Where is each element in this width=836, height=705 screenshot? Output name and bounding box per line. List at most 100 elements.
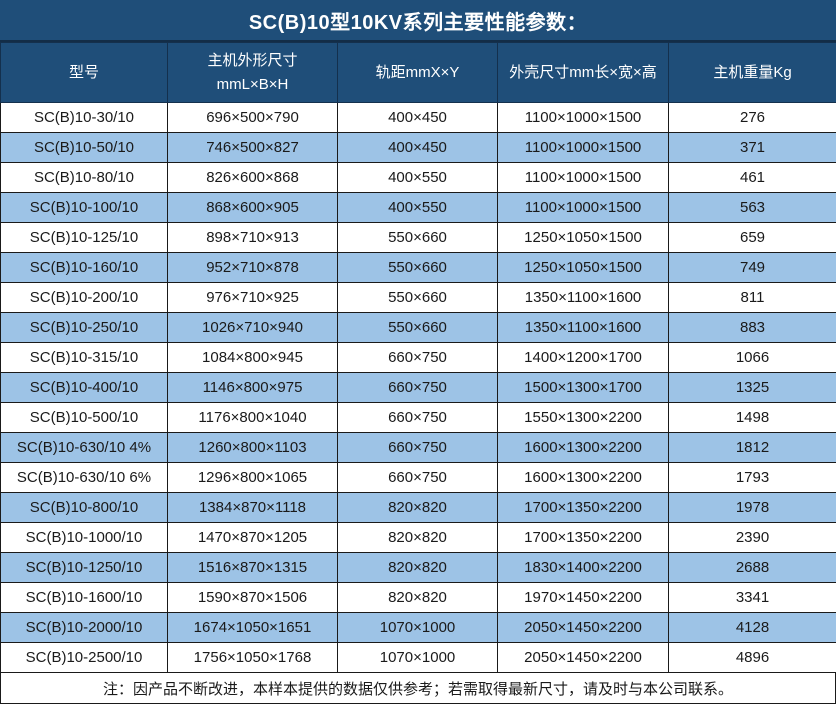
- table-cell: 1470×870×1205: [167, 522, 338, 553]
- table-row: SC(B)10-1250/10 1516×870×1315 820×820 1830×…: [0, 552, 836, 583]
- table-cell: 868×600×905: [167, 192, 338, 223]
- table-row: SC(B)10-630/10 6% 1296×800×1065 660×750 160…: [0, 462, 836, 493]
- table-cell: 550×660: [337, 222, 498, 253]
- table-cell: 1978: [668, 492, 836, 523]
- table-cell: SC(B)10-500/10: [0, 402, 168, 433]
- table-cell: 659: [668, 222, 836, 253]
- table-row: SC(B)10-2000/10 1674×1050×1651 1070×1000 20…: [0, 612, 836, 643]
- table-cell: 820×820: [337, 522, 498, 553]
- table-row: SC(B)10-1600/10 1590×870×1506 820×820 1970×…: [0, 582, 836, 613]
- table-cell: 400×550: [337, 192, 498, 223]
- table-cell: 2050×1450×2200: [497, 642, 669, 673]
- table-cell: 1812: [668, 432, 836, 463]
- table-cell: 1756×1050×1768: [167, 642, 338, 673]
- table-cell: 1674×1050×1651: [167, 612, 338, 643]
- table-cell: SC(B)10-160/10: [0, 252, 168, 283]
- table-cell: 1384×870×1118: [167, 492, 338, 523]
- table-cell: 550×660: [337, 312, 498, 343]
- table-cell: SC(B)10-1000/10: [0, 522, 168, 553]
- table-cell: 1970×1450×2200: [497, 582, 669, 613]
- table-cell: 660×750: [337, 402, 498, 433]
- table-cell: 1350×1100×1600: [497, 312, 669, 343]
- table-cell: 461: [668, 162, 836, 193]
- table-cell: 1550×1300×2200: [497, 402, 669, 433]
- table-cell: 4128: [668, 612, 836, 643]
- column-header: 轨距mmX×Y: [337, 42, 498, 103]
- table-cell: 696×500×790: [167, 102, 338, 133]
- table-cell: 550×660: [337, 252, 498, 283]
- table-cell: SC(B)10-125/10: [0, 222, 168, 253]
- table-cell: SC(B)10-315/10: [0, 342, 168, 373]
- page-title: SC(B)10型10KV系列主要性能参数：: [0, 0, 836, 42]
- table-row: SC(B)10-125/10 898×710×913 550×660 1250×105…: [0, 222, 836, 253]
- table-cell: SC(B)10-100/10: [0, 192, 168, 223]
- table-row: SC(B)10-630/10 4% 1260×800×1103 660×750 160…: [0, 432, 836, 463]
- table-cell: 400×450: [337, 102, 498, 133]
- table-cell: SC(B)10-800/10: [0, 492, 168, 523]
- table-row: SC(B)10-2500/10 1756×1050×1768 1070×1000 20…: [0, 642, 836, 673]
- table-cell: 2050×1450×2200: [497, 612, 669, 643]
- table-cell: 660×750: [337, 432, 498, 463]
- column-header: 主机外形尺寸 mmL×B×H: [167, 42, 338, 103]
- footnote: 注：因产品不断改进，本样本提供的数据仅供参考；若需取得最新尺寸，请及时与本公司联…: [0, 673, 836, 704]
- table-cell: SC(B)10-2000/10: [0, 612, 168, 643]
- table-cell: 1350×1100×1600: [497, 282, 669, 313]
- table-cell: 1590×870×1506: [167, 582, 338, 613]
- table-cell: SC(B)10-400/10: [0, 372, 168, 403]
- table-cell: SC(B)10-1250/10: [0, 552, 168, 583]
- table-cell: 1325: [668, 372, 836, 403]
- table-cell: 1146×800×975: [167, 372, 338, 403]
- table-cell: 563: [668, 192, 836, 223]
- spec-table: 型号 主机外形尺寸 mmL×B×H 轨距mmX×Y 外壳尺寸mm长×宽×高 主机重量Kg…: [0, 42, 836, 673]
- table-cell: 1793: [668, 462, 836, 493]
- table-cell: SC(B)10-630/10 4%: [0, 432, 168, 463]
- table-body: SC(B)10-30/10 696×500×790 400×450 1100×1000…: [0, 102, 836, 673]
- table-cell: 820×820: [337, 552, 498, 583]
- table-cell: 550×660: [337, 282, 498, 313]
- table-cell: 371: [668, 132, 836, 163]
- table-cell: 1500×1300×1700: [497, 372, 669, 403]
- table-cell: 883: [668, 312, 836, 343]
- table-cell: 1026×710×940: [167, 312, 338, 343]
- table-cell: 2688: [668, 552, 836, 583]
- table-header: 型号 主机外形尺寸 mmL×B×H 轨距mmX×Y 外壳尺寸mm长×宽×高 主机重量Kg: [0, 42, 836, 103]
- table-cell: 1600×1300×2200: [497, 432, 669, 463]
- table-cell: SC(B)10-2500/10: [0, 642, 168, 673]
- table-row: SC(B)10-400/10 1146×800×975 660×750 1500×13…: [0, 372, 836, 403]
- table-cell: 1600×1300×2200: [497, 462, 669, 493]
- table-cell: SC(B)10-200/10: [0, 282, 168, 313]
- table-cell: 1100×1000×1500: [497, 162, 669, 193]
- table-cell: 746×500×827: [167, 132, 338, 163]
- table-row: SC(B)10-50/10 746×500×827 400×450 1100×1000…: [0, 132, 836, 163]
- table-cell: 660×750: [337, 462, 498, 493]
- table-row: SC(B)10-1000/10 1470×870×1205 820×820 1700×…: [0, 522, 836, 553]
- table-cell: 1070×1000: [337, 642, 498, 673]
- table-row: SC(B)10-800/10 1384×870×1118 820×820 1700×1…: [0, 492, 836, 523]
- table-cell: 820×820: [337, 582, 498, 613]
- table-row: SC(B)10-30/10 696×500×790 400×450 1100×1000…: [0, 102, 836, 133]
- table-cell: SC(B)10-250/10: [0, 312, 168, 343]
- table-cell: SC(B)10-80/10: [0, 162, 168, 193]
- column-header: 外壳尺寸mm长×宽×高: [497, 42, 669, 103]
- table-cell: 1250×1050×1500: [497, 252, 669, 283]
- table-row: SC(B)10-100/10 868×600×905 400×550 1100×100…: [0, 192, 836, 223]
- table-cell: 1700×1350×2200: [497, 492, 669, 523]
- table-cell: 1070×1000: [337, 612, 498, 643]
- table-cell: 1100×1000×1500: [497, 102, 669, 133]
- table-cell: 952×710×878: [167, 252, 338, 283]
- table-row: SC(B)10-200/10 976×710×925 550×660 1350×110…: [0, 282, 836, 313]
- table-cell: 1296×800×1065: [167, 462, 338, 493]
- table-cell: 1260×800×1103: [167, 432, 338, 463]
- column-header: 主机重量Kg: [668, 42, 836, 103]
- table-cell: SC(B)10-50/10: [0, 132, 168, 163]
- table-row: SC(B)10-160/10 952×710×878 550×660 1250×105…: [0, 252, 836, 283]
- table-cell: 400×550: [337, 162, 498, 193]
- table-cell: 1700×1350×2200: [497, 522, 669, 553]
- table-cell: 660×750: [337, 372, 498, 403]
- table-cell: 1100×1000×1500: [497, 192, 669, 223]
- table-cell: 1498: [668, 402, 836, 433]
- table-cell: 660×750: [337, 342, 498, 373]
- table-cell: 276: [668, 102, 836, 133]
- table-cell: 1176×800×1040: [167, 402, 338, 433]
- table-cell: 1516×870×1315: [167, 552, 338, 583]
